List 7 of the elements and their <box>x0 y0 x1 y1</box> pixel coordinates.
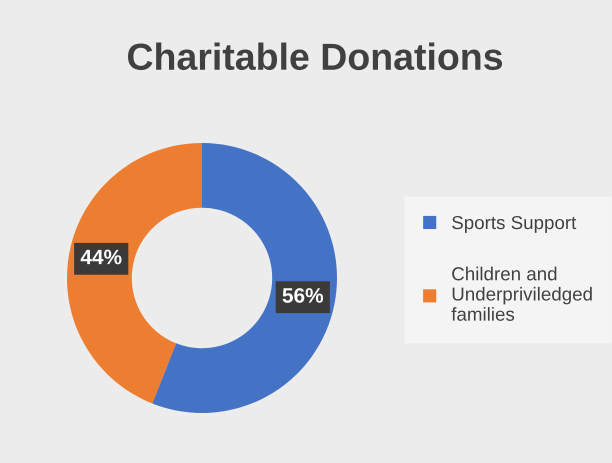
chart-title: Charitable Donations <box>128 42 502 70</box>
donut-slice <box>152 143 337 413</box>
data-label: 56% <box>282 288 324 303</box>
legend-label: Sports Support <box>452 216 576 233</box>
legend-label: Children and Underpriviledged families <box>452 266 592 321</box>
donut-slice <box>67 143 202 404</box>
data-label: 44% <box>80 250 122 264</box>
